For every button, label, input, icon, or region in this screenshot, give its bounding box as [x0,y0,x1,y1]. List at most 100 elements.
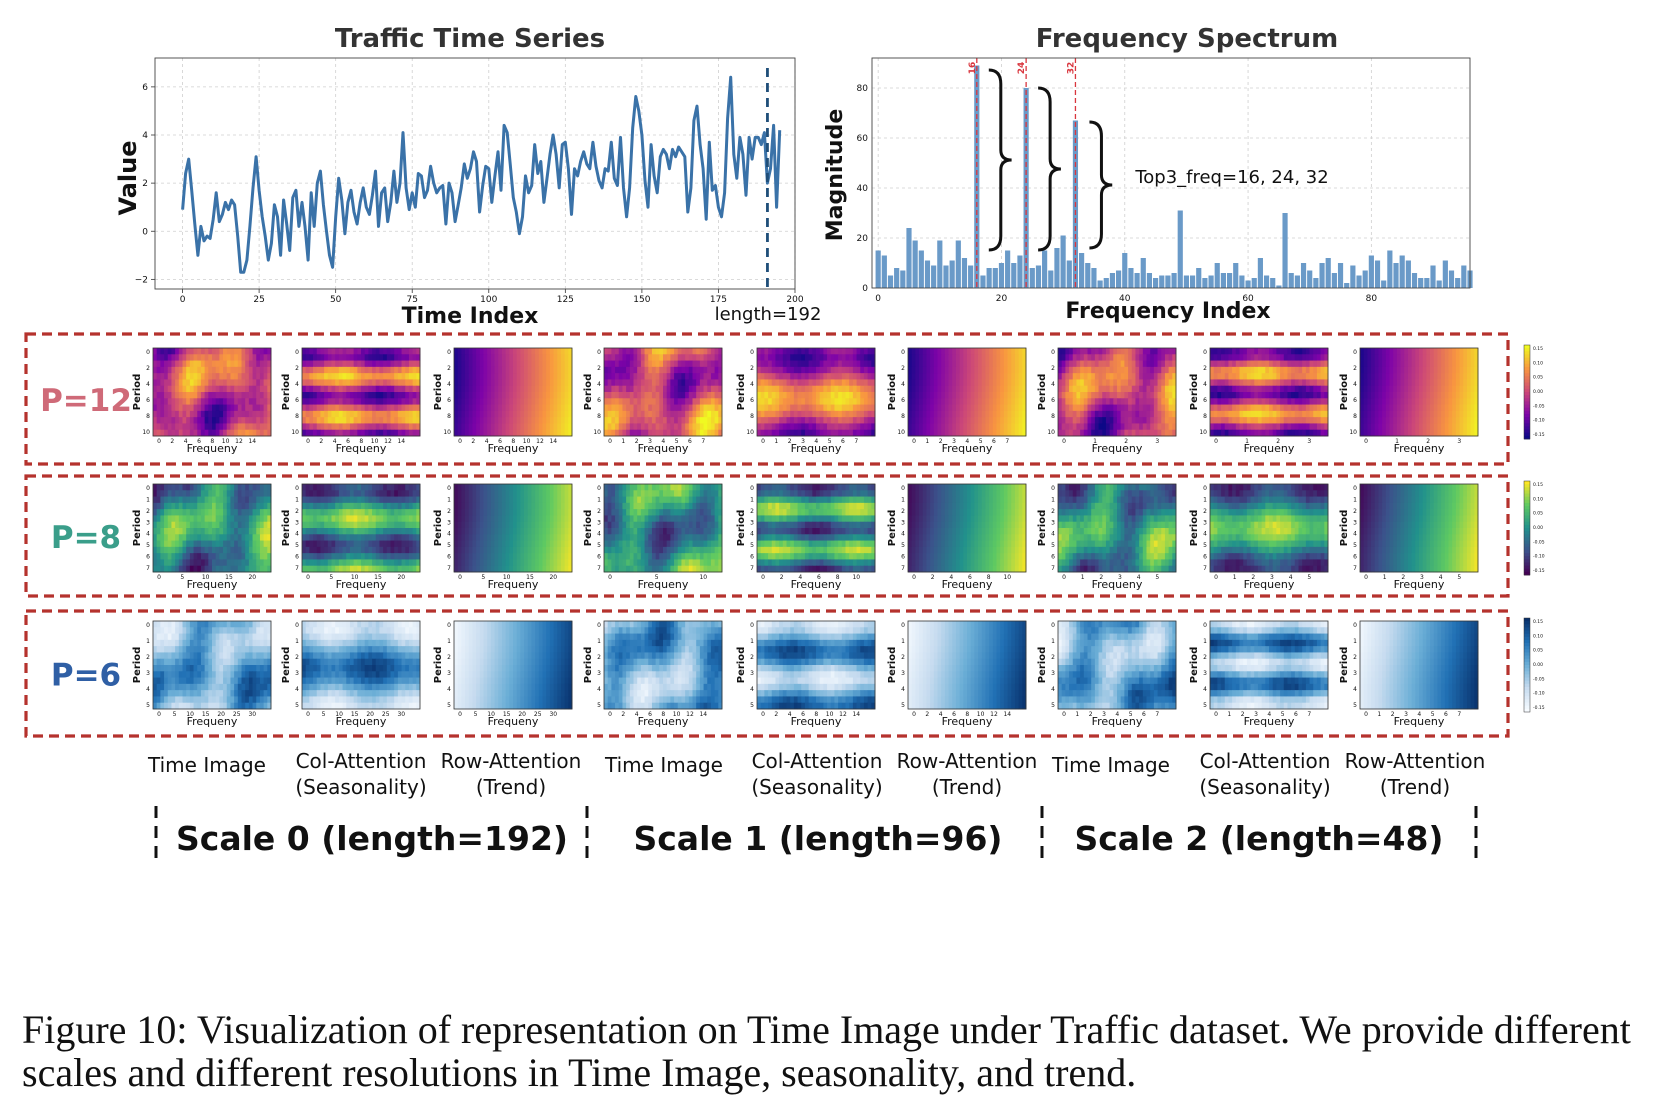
heatmap-cell [622,379,627,387]
heatmap-cell [379,366,384,374]
heatmap-cell [1389,379,1394,387]
heatmap-cell [1058,392,1063,399]
heatmap-cell [212,379,217,387]
heatmap-xtick: 6 [197,438,201,445]
heatmap-cell [331,385,336,393]
heatmap-cell [640,348,645,355]
heatmap-cell [153,360,158,368]
heatmap-cell [1094,348,1099,355]
heatmap-cell [320,496,325,504]
heatmap-cell [663,429,668,437]
heatmap-cell [637,423,642,431]
heatmap-cell [1105,379,1111,387]
heatmap-cell [674,417,679,424]
heatmap-cell [827,348,832,355]
heatmap-cell [622,348,627,355]
heatmap-cell [1396,423,1401,431]
heatmap-cell [760,379,765,387]
heatmap-cell [1437,373,1442,380]
heatmap-cell [696,429,701,437]
heatmap-cell [237,490,242,497]
heatmap-cell [1426,429,1431,437]
heatmap-cell [1316,410,1322,418]
heatmap-cell [476,417,481,424]
heatmap-cell [1120,423,1125,431]
heatmap-cell [816,398,821,405]
heatmap-xtick: 1 [1093,438,1097,445]
heatmap-cell [819,429,824,437]
heatmap-cell [237,546,242,554]
heatmap-cell [937,385,942,393]
heatmap-cell [1320,404,1325,412]
heatmap-cell [1105,404,1111,412]
heatmap-cell [1083,423,1088,431]
heatmap-cell [1363,385,1368,393]
heatmap-cell [256,496,261,504]
heatmap-cell [1287,366,1292,374]
heatmap-cell [919,404,924,412]
heatmap-cell [208,515,213,523]
heatmap-cell [160,404,165,412]
heatmap-cell [200,429,206,437]
heatmap-cell [768,410,773,418]
heatmap-cell [405,354,410,361]
heatmap-xlabel: Frequeny [187,578,238,591]
heatmap-cell [316,379,321,387]
heatmap-cell [372,404,377,412]
heatmap-cell [331,410,336,418]
heatmap-cell [153,540,158,548]
heatmap-cell [611,366,616,374]
heatmap-cell [1235,417,1240,424]
heatmap-cell [1415,410,1420,418]
heatmap-cell [219,423,224,431]
heatmap-cell [520,423,525,431]
heatmap-cell [648,366,653,374]
heatmap-cell [688,410,693,418]
heatmap-cell [182,354,187,361]
heatmap-cell [1117,373,1122,380]
heatmap-cell [629,348,634,355]
heatmap-cell [1105,366,1111,374]
heatmap-cell [1058,385,1063,393]
heatmap-xlabel: Frequeny [187,442,238,455]
heatmap-cell [1287,410,1292,418]
heatmap-cell [305,348,310,355]
heatmap-cell [335,423,340,431]
heatmap-cell [659,366,664,374]
heatmap-cell [197,496,202,504]
heatmap-cell [193,423,198,431]
heatmap-cell [1474,373,1479,380]
heatmap-cell [922,398,927,405]
heatmap-cell [1305,360,1310,368]
heatmap-ylabel: Period [1189,374,1200,411]
heatmap-cell [1018,429,1023,437]
heatmap-cell [200,534,206,541]
heatmap-cell [1168,348,1173,355]
heatmap-cell [1470,366,1475,374]
heatmap-cell [952,385,957,393]
heatmap-cell [830,392,835,399]
heatmap-cell [948,423,953,431]
heatmap-cell [153,398,158,405]
heatmap-cell [955,379,961,387]
heatmap-cell [1470,379,1475,387]
heatmap-cell [611,417,616,424]
heatmap-cell [241,366,246,374]
heatmap-cell [538,404,543,412]
heatmap-cell [640,429,645,437]
heatmap-cell [171,496,176,504]
bar [1313,278,1319,288]
heatmap-cell [1246,366,1251,374]
heatmap-cell [401,373,406,380]
heatmap-cell [922,404,927,412]
heatmap-cell [361,385,366,393]
heatmap-cell [790,404,795,412]
heatmap-cell [1076,379,1081,387]
heatmap-cell [494,417,499,424]
heatmap-cell [629,423,634,431]
heatmap-cell [401,392,406,399]
colorbar-tick: -0.05 [1533,403,1545,409]
heatmap-cell [849,360,854,368]
heatmap-cell [714,348,719,355]
heatmap-cell [622,366,627,374]
